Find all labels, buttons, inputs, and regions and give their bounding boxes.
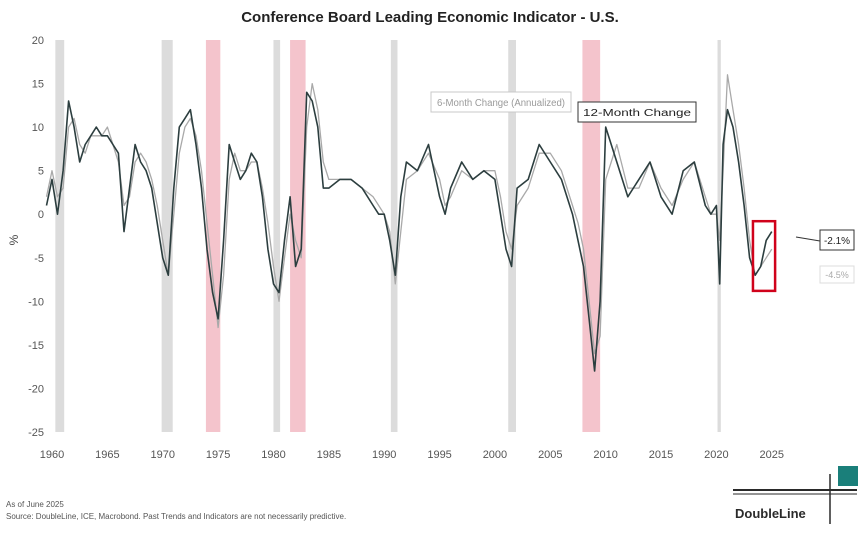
x-tick-label: 2005 (538, 449, 562, 461)
recession-band-1 (161, 40, 173, 432)
x-tick-label: 1960 (40, 449, 64, 461)
x-tick-label: 1995 (427, 449, 451, 461)
recession-band-6 (508, 40, 516, 432)
annotation-box-12m (819, 229, 855, 251)
recession-bands (55, 40, 721, 432)
y-tick-label: 20 (32, 35, 44, 47)
y-axis-ticks: 20 15 10 5 0 -5 -10 -15 -20 -25 (28, 35, 44, 439)
x-tick-label: 2015 (649, 449, 673, 461)
x-tick-label: 1990 (372, 449, 396, 461)
y-tick-label: -15 (28, 340, 44, 352)
x-tick-label: 1975 (206, 449, 230, 461)
recent-highlight (751, 219, 777, 293)
recession-band-5 (390, 40, 398, 432)
doubleline-logo: DoubleLine (733, 466, 858, 524)
recession-band-7 (582, 40, 601, 432)
x-tick-label: 2000 (483, 449, 507, 461)
y-tick-label: 10 (32, 122, 44, 134)
footnote-date: As of June 2025 (6, 500, 64, 509)
legend-entry-6m: 6-Month Change (Annualized) (437, 98, 565, 109)
x-tick-label: 2010 (593, 449, 617, 461)
value-annotations: -2.1% -4.5% (795, 229, 855, 284)
y-tick-label: 5 (38, 166, 44, 178)
y-tick-label: 0 (38, 209, 44, 221)
y-axis-label: % (7, 234, 21, 245)
recent-data-highlight-box (751, 219, 777, 293)
x-axis-ticks: 1960 1965 1970 1975 1980 1985 1990 1995 2000 2005… (40, 449, 784, 461)
logo-square-icon (838, 466, 858, 486)
annotation-value-12m: -2.1% (824, 236, 850, 247)
recession-band-3 (273, 40, 281, 432)
y-tick-label: -25 (28, 427, 44, 439)
logo-wordmark: DoubleLine (735, 506, 806, 521)
y-tick-label: -10 (28, 296, 44, 308)
legend-entry-12m: 12-Month Change (583, 108, 692, 119)
x-tick-label: 1965 (95, 449, 119, 461)
y-tick-label: -20 (28, 383, 44, 395)
recession-band-0 (55, 40, 65, 432)
y-tick-label: -5 (34, 253, 44, 265)
recession-band-2 (205, 40, 221, 432)
annotation-value-6m: -4.5% (825, 270, 849, 280)
legend: 6-Month Change (Annualized) 12-Month Cha… (430, 91, 697, 123)
annotation-leader-12m (795, 236, 821, 242)
legend-box-6m (430, 91, 572, 113)
y-tick-label: 15 (32, 79, 44, 91)
x-tick-label: 1980 (261, 449, 285, 461)
x-tick-label: 1970 (150, 449, 174, 461)
recession-band-4 (290, 40, 306, 432)
series-line-6m-change (45, 91, 773, 372)
legend-box-12m (577, 101, 697, 123)
x-tick-label: 1985 (317, 449, 341, 461)
x-tick-label: 2025 (760, 449, 784, 461)
footnote-source: Source: DoubleLine, ICE, Macrobond. Past… (6, 512, 346, 521)
x-tick-label: 2020 (704, 449, 728, 461)
series-lines (45, 74, 773, 372)
annotation-box-6m (819, 265, 855, 284)
chart-title: Conference Board Leading Economic Indica… (241, 9, 619, 26)
